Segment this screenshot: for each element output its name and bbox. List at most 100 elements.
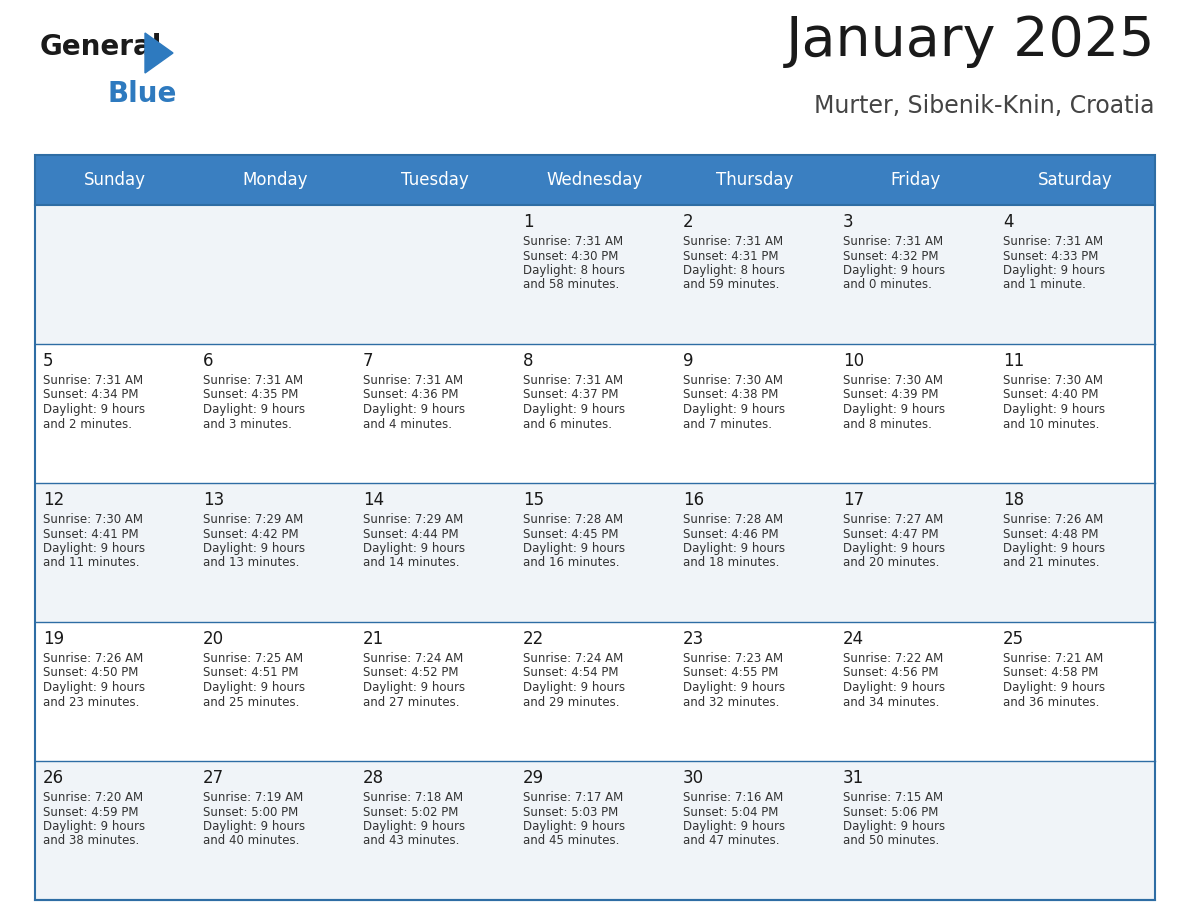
Text: 6: 6 xyxy=(203,352,214,370)
Text: Sunrise: 7:26 AM: Sunrise: 7:26 AM xyxy=(1003,513,1104,526)
Text: Daylight: 8 hours: Daylight: 8 hours xyxy=(523,264,625,277)
Text: Daylight: 9 hours: Daylight: 9 hours xyxy=(43,542,145,555)
Text: Sunrise: 7:30 AM: Sunrise: 7:30 AM xyxy=(843,374,943,387)
Text: 2: 2 xyxy=(683,213,694,231)
Text: Sunset: 4:44 PM: Sunset: 4:44 PM xyxy=(364,528,459,541)
Text: 21: 21 xyxy=(364,630,384,648)
Text: and 23 minutes.: and 23 minutes. xyxy=(43,696,139,709)
Text: Sunrise: 7:31 AM: Sunrise: 7:31 AM xyxy=(364,374,463,387)
Text: Sunrise: 7:31 AM: Sunrise: 7:31 AM xyxy=(523,235,624,248)
Text: and 4 minutes.: and 4 minutes. xyxy=(364,418,451,431)
Text: Sunset: 5:03 PM: Sunset: 5:03 PM xyxy=(523,805,618,819)
Text: Daylight: 9 hours: Daylight: 9 hours xyxy=(843,403,946,416)
Text: Daylight: 9 hours: Daylight: 9 hours xyxy=(203,820,305,833)
Text: Sunday: Sunday xyxy=(84,171,146,189)
Text: and 18 minutes.: and 18 minutes. xyxy=(683,556,779,569)
Text: Sunset: 4:59 PM: Sunset: 4:59 PM xyxy=(43,805,139,819)
Text: 9: 9 xyxy=(683,352,694,370)
Text: January 2025: January 2025 xyxy=(785,14,1155,68)
Text: Sunrise: 7:29 AM: Sunrise: 7:29 AM xyxy=(364,513,463,526)
Text: Sunrise: 7:31 AM: Sunrise: 7:31 AM xyxy=(43,374,143,387)
Text: 3: 3 xyxy=(843,213,854,231)
Text: Sunset: 4:34 PM: Sunset: 4:34 PM xyxy=(43,388,139,401)
Text: Daylight: 9 hours: Daylight: 9 hours xyxy=(1003,681,1105,694)
Text: Sunrise: 7:24 AM: Sunrise: 7:24 AM xyxy=(523,652,624,665)
Text: Sunrise: 7:23 AM: Sunrise: 7:23 AM xyxy=(683,652,783,665)
Text: Daylight: 9 hours: Daylight: 9 hours xyxy=(43,403,145,416)
Text: Daylight: 9 hours: Daylight: 9 hours xyxy=(203,403,305,416)
Text: Sunset: 4:52 PM: Sunset: 4:52 PM xyxy=(364,666,459,679)
Text: Sunrise: 7:18 AM: Sunrise: 7:18 AM xyxy=(364,791,463,804)
Text: 25: 25 xyxy=(1003,630,1024,648)
Text: 8: 8 xyxy=(523,352,533,370)
Text: Sunset: 4:33 PM: Sunset: 4:33 PM xyxy=(1003,250,1099,263)
Text: Daylight: 9 hours: Daylight: 9 hours xyxy=(683,403,785,416)
Text: Sunrise: 7:28 AM: Sunrise: 7:28 AM xyxy=(683,513,783,526)
Text: Sunrise: 7:17 AM: Sunrise: 7:17 AM xyxy=(523,791,624,804)
Text: 5: 5 xyxy=(43,352,53,370)
Text: 1: 1 xyxy=(523,213,533,231)
Text: General: General xyxy=(40,33,163,61)
Text: Daylight: 9 hours: Daylight: 9 hours xyxy=(843,820,946,833)
Text: and 13 minutes.: and 13 minutes. xyxy=(203,556,299,569)
Text: Sunset: 4:37 PM: Sunset: 4:37 PM xyxy=(523,388,619,401)
Text: Daylight: 9 hours: Daylight: 9 hours xyxy=(364,820,466,833)
Text: 10: 10 xyxy=(843,352,864,370)
Text: Wednesday: Wednesday xyxy=(546,171,643,189)
Text: Sunset: 4:38 PM: Sunset: 4:38 PM xyxy=(683,388,778,401)
Text: and 16 minutes.: and 16 minutes. xyxy=(523,556,619,569)
Text: and 29 minutes.: and 29 minutes. xyxy=(523,696,619,709)
Text: Sunrise: 7:24 AM: Sunrise: 7:24 AM xyxy=(364,652,463,665)
Text: Daylight: 9 hours: Daylight: 9 hours xyxy=(683,820,785,833)
Text: 29: 29 xyxy=(523,769,544,787)
Text: Sunset: 4:47 PM: Sunset: 4:47 PM xyxy=(843,528,939,541)
Text: Sunrise: 7:28 AM: Sunrise: 7:28 AM xyxy=(523,513,624,526)
Text: Daylight: 9 hours: Daylight: 9 hours xyxy=(843,264,946,277)
Text: Sunset: 4:56 PM: Sunset: 4:56 PM xyxy=(843,666,939,679)
Text: 15: 15 xyxy=(523,491,544,509)
Text: and 27 minutes.: and 27 minutes. xyxy=(364,696,460,709)
Text: and 34 minutes.: and 34 minutes. xyxy=(843,696,940,709)
Text: 23: 23 xyxy=(683,630,704,648)
Text: and 20 minutes.: and 20 minutes. xyxy=(843,556,940,569)
Text: Sunrise: 7:20 AM: Sunrise: 7:20 AM xyxy=(43,791,143,804)
Text: Sunset: 4:50 PM: Sunset: 4:50 PM xyxy=(43,666,138,679)
Text: Daylight: 9 hours: Daylight: 9 hours xyxy=(43,820,145,833)
Text: and 38 minutes.: and 38 minutes. xyxy=(43,834,139,847)
Text: and 0 minutes.: and 0 minutes. xyxy=(843,278,931,292)
Text: Sunset: 4:48 PM: Sunset: 4:48 PM xyxy=(1003,528,1099,541)
Text: Sunrise: 7:31 AM: Sunrise: 7:31 AM xyxy=(523,374,624,387)
Text: Monday: Monday xyxy=(242,171,308,189)
Text: and 58 minutes.: and 58 minutes. xyxy=(523,278,619,292)
Text: and 32 minutes.: and 32 minutes. xyxy=(683,696,779,709)
Text: Sunset: 4:32 PM: Sunset: 4:32 PM xyxy=(843,250,939,263)
Text: Sunset: 5:02 PM: Sunset: 5:02 PM xyxy=(364,805,459,819)
Bar xyxy=(34,155,1155,205)
Text: Sunrise: 7:27 AM: Sunrise: 7:27 AM xyxy=(843,513,943,526)
Text: and 2 minutes.: and 2 minutes. xyxy=(43,418,132,431)
Text: Sunrise: 7:30 AM: Sunrise: 7:30 AM xyxy=(43,513,143,526)
Bar xyxy=(34,483,1155,622)
Text: Sunrise: 7:19 AM: Sunrise: 7:19 AM xyxy=(203,791,303,804)
Text: Daylight: 9 hours: Daylight: 9 hours xyxy=(364,542,466,555)
Text: 11: 11 xyxy=(1003,352,1024,370)
Text: Daylight: 9 hours: Daylight: 9 hours xyxy=(843,542,946,555)
Text: Sunset: 4:58 PM: Sunset: 4:58 PM xyxy=(1003,666,1099,679)
Text: Sunrise: 7:26 AM: Sunrise: 7:26 AM xyxy=(43,652,144,665)
Text: Daylight: 9 hours: Daylight: 9 hours xyxy=(523,542,625,555)
Text: Sunset: 4:42 PM: Sunset: 4:42 PM xyxy=(203,528,298,541)
Text: Sunrise: 7:30 AM: Sunrise: 7:30 AM xyxy=(1003,374,1102,387)
Text: Sunset: 4:35 PM: Sunset: 4:35 PM xyxy=(203,388,298,401)
Text: 17: 17 xyxy=(843,491,864,509)
Bar xyxy=(34,761,1155,900)
Text: Daylight: 9 hours: Daylight: 9 hours xyxy=(203,681,305,694)
Text: 7: 7 xyxy=(364,352,373,370)
Text: Friday: Friday xyxy=(890,171,940,189)
Text: and 1 minute.: and 1 minute. xyxy=(1003,278,1086,292)
Text: Sunset: 4:46 PM: Sunset: 4:46 PM xyxy=(683,528,778,541)
Text: Daylight: 9 hours: Daylight: 9 hours xyxy=(683,681,785,694)
Text: 16: 16 xyxy=(683,491,704,509)
Bar xyxy=(34,622,1155,761)
Text: 19: 19 xyxy=(43,630,64,648)
Text: Sunrise: 7:22 AM: Sunrise: 7:22 AM xyxy=(843,652,943,665)
